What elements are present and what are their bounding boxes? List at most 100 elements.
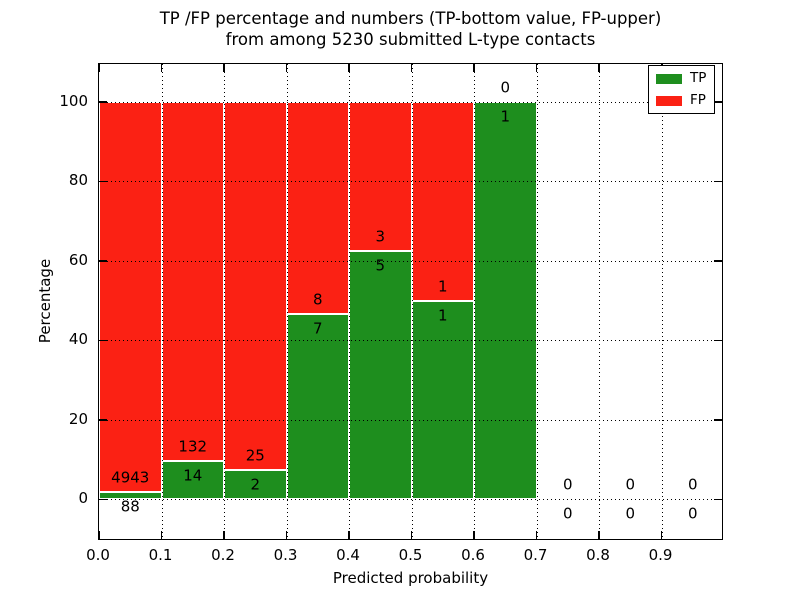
tp-count-label: 7 [312,319,323,338]
x-tick-mark [660,531,663,539]
tp-bar-segment [474,101,537,500]
y-tick-mark [99,260,107,262]
x-gridline [161,64,163,539]
x-tick-mark [348,531,350,539]
x-tick-mark-top [535,64,538,72]
y-tick-label: 60 [68,250,88,269]
fp-bar-segment [224,101,287,470]
x-tick-mark [285,531,288,539]
fp-count-label: 25 [245,446,265,465]
y-tick-mark [99,419,107,421]
x-tick-label: 0.4 [336,546,360,564]
x-tick-mark-top [410,64,413,72]
tp-count-label: 14 [183,466,203,485]
tp-bar-segment [411,300,474,500]
fp-bar-segment [411,101,474,301]
x-tick-mark-top [98,64,100,72]
y-tick-mark [99,101,107,103]
y-gridline [99,419,722,421]
x-tick-label: 0.6 [461,546,485,564]
y-tick-mark-right [714,498,722,500]
x-tick-label: 0.9 [648,546,673,564]
x-tick-mark [98,531,100,539]
legend: TP FP [648,65,716,114]
fp-count-label: 4943 [111,468,150,487]
fp-count-label: 0 [500,78,511,97]
y-tick-label: 80 [68,171,88,190]
x-tick-label: 0.7 [523,546,548,564]
tp-count-label: 1 [437,306,448,324]
fp-count-label: 3 [375,227,386,246]
y-tick-label: 20 [68,409,88,428]
x-tick-mark-top [223,64,225,72]
x-gridline [349,64,350,539]
y-tick-mark-right [714,260,722,262]
y-tick-mark-right [714,101,722,103]
y-tick-label: 0 [78,489,88,508]
fp-count-label: 0 [625,475,636,494]
tp-count-label: 0 [562,504,573,523]
x-tick-label: 0.2 [211,546,235,564]
tp-bar-segment [161,461,224,500]
fp-count-label: 0 [687,475,698,494]
x-tick-mark-top [285,64,288,72]
y-tick-mark-right [714,339,722,341]
fp-count-label: 8 [312,290,323,309]
x-tick-mark-top [598,64,600,72]
tp-count-label: 0 [687,504,698,523]
fp-bar-segment [286,101,349,314]
x-tick-mark [223,531,225,539]
legend-label-fp: FP [690,92,706,108]
tp-bar-segment [286,313,349,500]
y-gridline [99,499,722,501]
fp-bar-segment [99,101,162,493]
x-tick-label: 0.1 [148,546,173,564]
tp-count-label: 2 [250,475,261,494]
y-gridline [99,340,722,342]
y-tick-label: 40 [68,330,88,349]
tp-bar-segment [349,250,412,500]
y-gridline [99,181,722,183]
fp-bar-segment [161,101,224,462]
x-gridline [411,64,413,539]
x-tick-mark-top [348,64,350,72]
plot-area: 4943 88 132 14 25 2 8 7 3 5 1 1 0 1 0 0 0 0 0 0 [98,63,723,540]
x-tick-mark [473,531,475,539]
fp-swatch-icon [656,95,682,106]
x-gridline [536,64,538,539]
x-tick-mark [160,531,163,539]
y-tick-mark [99,498,107,500]
legend-label-tp: TP [690,70,707,86]
x-gridline [474,64,475,539]
y-tick-mark [99,339,107,341]
x-axis-label: Predicted probability [332,569,489,587]
chart-title-line2: from among 5230 submitted L-type contact… [225,30,596,49]
chart-title: TP /FP percentage and numbers (TP-bottom… [98,8,723,50]
tp-count-label: 1 [500,107,511,126]
x-tick-mark [410,531,413,539]
legend-item-tp: TP [656,70,707,86]
tp-bar-segment [99,492,162,500]
x-tick-label: 0.3 [273,546,298,564]
fp-count-label: 1 [437,277,448,295]
x-gridline [599,64,600,539]
y-gridline [99,260,722,262]
fp-count-label: 0 [562,475,573,494]
y-gridline [99,101,722,103]
fp-count-label: 132 [178,437,208,456]
y-tick-label: 100 [59,91,88,110]
tp-swatch-icon [656,73,682,84]
x-tick-mark-top [473,64,475,72]
x-tick-label: 0.0 [86,546,110,564]
y-tick-mark-right [714,419,722,421]
x-tick-label: 0.5 [398,546,423,564]
x-tick-label: 0.8 [586,546,610,564]
chart-title-line1: TP /FP percentage and numbers (TP-bottom… [159,9,662,28]
tp-count-label: 5 [375,256,386,275]
x-gridline [224,64,225,539]
tp-count-label: 88 [120,497,140,516]
tp-count-label: 0 [625,504,636,523]
x-gridline [661,64,663,539]
legend-item-fp: FP [656,92,706,108]
